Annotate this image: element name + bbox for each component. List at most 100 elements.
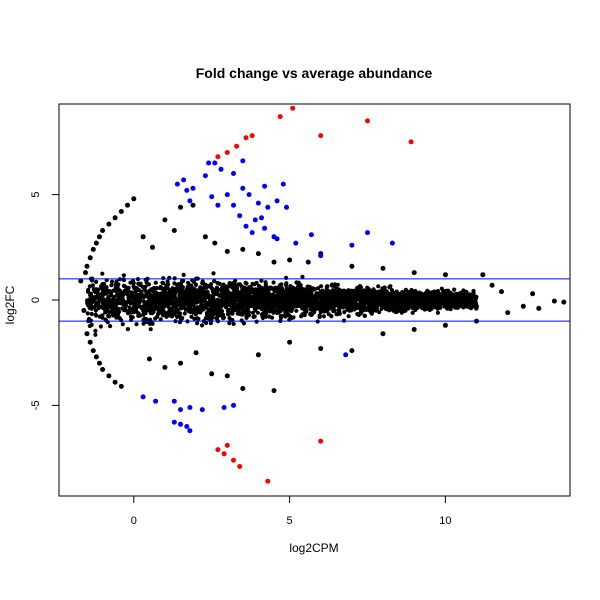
data-point	[499, 289, 504, 295]
data-point	[224, 442, 230, 448]
point-background	[279, 315, 284, 320]
point-background	[471, 298, 476, 303]
point-background	[288, 306, 293, 312]
data-point	[240, 386, 246, 391]
data-point	[262, 225, 268, 231]
data-point	[153, 398, 159, 404]
point-background	[104, 304, 109, 309]
point-background	[391, 301, 396, 306]
point-background	[262, 293, 268, 298]
data-point	[274, 236, 280, 242]
point-background	[153, 280, 158, 285]
point-background	[383, 302, 388, 307]
data-point	[100, 367, 106, 372]
point-background	[143, 284, 148, 289]
point-background	[349, 308, 354, 313]
point-background	[100, 271, 105, 276]
data-point	[215, 447, 221, 453]
data-point	[271, 259, 277, 265]
point-background	[217, 281, 222, 286]
point-background	[205, 284, 210, 289]
point-background	[94, 279, 99, 284]
point-background	[452, 287, 457, 292]
point-background	[144, 280, 149, 285]
point-background	[242, 299, 247, 304]
point-background	[115, 312, 121, 317]
data-point	[271, 388, 277, 394]
point-background	[183, 301, 188, 306]
point-background	[425, 297, 430, 302]
point-background	[372, 298, 377, 303]
point-background	[259, 278, 264, 283]
point-background	[192, 316, 197, 321]
data-point	[536, 305, 542, 311]
data-point	[193, 350, 199, 356]
data-point	[212, 160, 218, 166]
point-background	[103, 310, 108, 315]
point-background	[329, 314, 334, 319]
point-background	[318, 294, 323, 299]
data-point	[221, 451, 227, 457]
data-point	[365, 118, 370, 124]
point-background	[266, 299, 271, 304]
point-background	[260, 305, 265, 310]
data-point	[93, 240, 99, 246]
point-background	[357, 312, 362, 317]
point-background	[353, 306, 358, 311]
point-background	[324, 293, 329, 298]
point-background	[172, 312, 177, 317]
point-background	[165, 279, 170, 284]
point-background	[236, 282, 241, 287]
data-point	[255, 251, 261, 257]
point-background	[345, 307, 350, 312]
point-background	[230, 281, 235, 286]
data-point	[209, 194, 215, 200]
point-background	[380, 286, 385, 291]
point-background	[229, 300, 234, 305]
point-background	[441, 301, 446, 306]
point-background	[274, 296, 279, 301]
point-background	[438, 305, 443, 310]
point-background	[131, 281, 136, 286]
point-background	[399, 305, 404, 311]
point-background	[156, 311, 161, 317]
data-point	[411, 270, 417, 276]
point-background	[106, 313, 111, 318]
point-background	[325, 284, 330, 289]
point-background	[243, 280, 248, 285]
point-background	[158, 300, 163, 305]
point-background	[180, 278, 185, 283]
point-background	[274, 310, 280, 315]
point-background	[435, 310, 440, 315]
point-background	[97, 314, 102, 319]
data-point	[287, 257, 293, 263]
data-point	[442, 272, 448, 278]
data-point	[187, 428, 193, 434]
point-background	[294, 280, 299, 285]
data-point	[365, 230, 370, 236]
data-point	[87, 255, 93, 261]
point-background	[342, 310, 347, 315]
data-point	[206, 160, 212, 166]
point-background	[309, 293, 314, 298]
y-tick-label: 0	[30, 297, 42, 303]
point-background	[428, 295, 433, 300]
point-background	[211, 271, 216, 276]
point-background	[440, 288, 446, 293]
data-point	[259, 215, 264, 221]
data-point	[199, 407, 205, 413]
point-background	[153, 316, 158, 321]
point-background	[133, 293, 138, 298]
point-background	[204, 293, 209, 298]
point-background	[312, 300, 317, 305]
point-background	[319, 284, 324, 289]
point-background	[324, 296, 329, 301]
point-background	[330, 294, 335, 299]
point-background	[225, 296, 230, 301]
data-point	[489, 282, 495, 288]
point-background	[403, 300, 408, 305]
point-background	[186, 298, 191, 303]
point-background	[270, 315, 275, 320]
data-point	[249, 133, 255, 139]
